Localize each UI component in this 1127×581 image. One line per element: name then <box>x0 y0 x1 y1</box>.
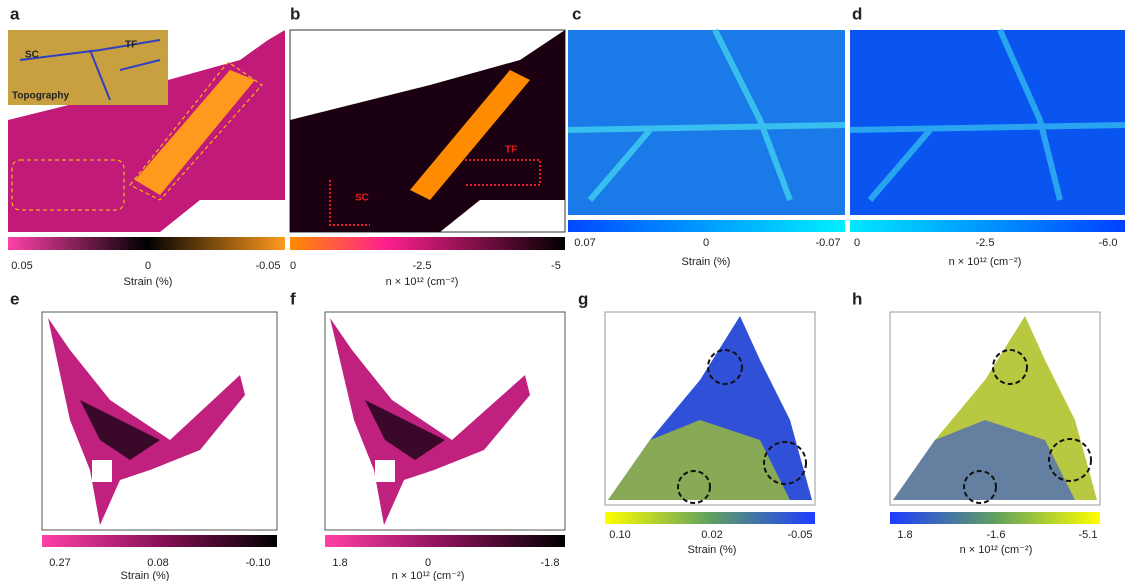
colorbar <box>890 512 1100 524</box>
colorbar-tick: 0 <box>854 237 860 249</box>
inset-lines <box>19 39 161 101</box>
colorbar-title: Strain (%) <box>682 256 731 268</box>
colorbar-tick: -1.8 <box>541 557 560 569</box>
colorbar-title: n × 10¹² (cm⁻²) <box>949 256 1022 268</box>
strain-feature <box>608 420 790 500</box>
colorbar-tick: 0 <box>425 557 431 569</box>
colorbar-tick: 0.08 <box>147 557 168 569</box>
strain-map <box>568 30 845 215</box>
density-feature <box>410 70 530 200</box>
colorbar-tick: 0.27 <box>49 557 70 569</box>
panel-label: f <box>290 289 296 308</box>
annotation: TF <box>125 40 137 51</box>
panel-label: c <box>572 4 581 23</box>
colorbar <box>605 512 815 524</box>
colorbar-tick: 0 <box>290 260 296 272</box>
strain-feature <box>80 400 160 460</box>
colorbar-title: Strain (%) <box>121 570 170 581</box>
panel-a: a SC TF Topography 0.05 0 -0.05 Strain (… <box>8 4 285 288</box>
panel-label: d <box>852 4 862 23</box>
colorbar-title: n × 10¹² (cm⁻²) <box>960 544 1033 556</box>
panel-label: h <box>852 289 862 308</box>
highlight-circle <box>763 441 807 485</box>
annotation: Topography <box>12 91 69 102</box>
density-map <box>290 30 565 232</box>
highlight-box <box>11 159 125 211</box>
highlight-circle <box>707 349 743 385</box>
colorbar <box>8 237 285 250</box>
highlight-circle <box>963 470 997 504</box>
colorbar <box>568 220 845 232</box>
panel-g: g 0.10 0.02 -0.05 Strain (%) <box>578 289 816 556</box>
strain-feature <box>135 70 255 195</box>
colorbar-tick: -0.05 <box>255 260 280 272</box>
colorbar-tick: -1.6 <box>987 529 1006 541</box>
panel-label: a <box>10 4 20 23</box>
colorbar-tick: 1.8 <box>332 557 347 569</box>
panel-b: b SC TF 0 -2.5 -5 n × 10¹² (cm⁻²) <box>289 4 566 288</box>
colorbar-tick: -6.0 <box>1099 237 1118 249</box>
colorbar-tick: -2.5 <box>413 260 432 272</box>
panel-h: h 1.8 -1.6 -5.1 n × 10¹² (cm⁻²) <box>852 289 1101 556</box>
panel-d: d 0 -2.5 -6.0 n × 10¹² (cm⁻²) <box>849 4 1126 268</box>
annotation: SC <box>355 193 369 204</box>
map-features <box>567 28 846 202</box>
colorbar-tick: 0.02 <box>701 529 722 541</box>
panel-c: c 0.07 0 -0.07 Strain (%) <box>567 4 846 268</box>
colorbar <box>850 220 1125 232</box>
highlight-box <box>129 61 263 201</box>
colorbar-tick: -0.05 <box>787 529 812 541</box>
colorbar-tick: 0.10 <box>609 529 630 541</box>
colorbar-title: n × 10¹² (cm⁻²) <box>392 570 465 581</box>
panel-label: g <box>578 289 588 308</box>
hole <box>92 460 112 482</box>
colorbar-tick: -5.1 <box>1079 529 1098 541</box>
colorbar-tick: -0.07 <box>815 237 840 249</box>
annotation: SC <box>25 50 39 61</box>
density-feature <box>893 420 1075 500</box>
density-feature <box>365 400 445 460</box>
colorbar-tick: 0 <box>703 237 709 249</box>
highlight-circle <box>1048 438 1092 482</box>
colorbar-tick: 1.8 <box>897 529 912 541</box>
colorbar-tick: 0.05 <box>11 260 32 272</box>
colorbar <box>325 535 565 547</box>
panel-label: b <box>290 4 300 23</box>
region-outline <box>329 159 541 226</box>
colorbar <box>290 237 565 250</box>
annotation: TF <box>505 145 517 156</box>
colorbar-title: n × 10¹² (cm⁻²) <box>386 276 459 288</box>
colorbar-tick: 0.07 <box>574 237 595 249</box>
highlight-circle <box>677 470 711 504</box>
density-map <box>850 30 1125 215</box>
panel-e: e 0.27 0.08 -0.10 Strain (%) <box>10 289 278 581</box>
colorbar-tick: 0 <box>145 260 151 272</box>
strain-map <box>8 30 285 232</box>
hole <box>375 460 395 482</box>
colorbar-title: Strain (%) <box>688 544 737 556</box>
colorbar-title: Strain (%) <box>124 276 173 288</box>
highlight-circle <box>992 349 1028 385</box>
colorbar-tick: -2.5 <box>976 237 995 249</box>
colorbar-tick: -5 <box>551 260 561 272</box>
colorbar-tick: -0.10 <box>245 557 270 569</box>
panel-f: f 1.8 0 -1.8 n × 10¹² (cm⁻²) <box>290 289 566 581</box>
colorbar <box>42 535 277 547</box>
map-features <box>849 28 1126 202</box>
panel-label: e <box>10 289 19 308</box>
